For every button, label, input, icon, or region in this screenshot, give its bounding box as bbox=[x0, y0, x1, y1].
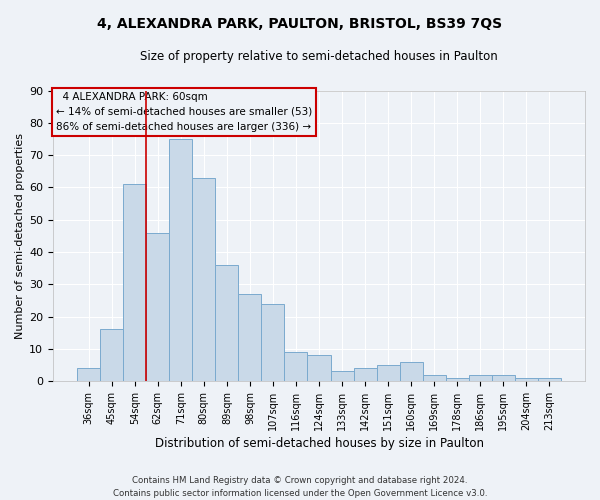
Bar bbox=[515, 378, 538, 381]
Bar bbox=[446, 378, 469, 381]
Bar bbox=[215, 265, 238, 381]
Bar bbox=[193, 178, 215, 381]
Bar bbox=[353, 368, 377, 381]
Title: Size of property relative to semi-detached houses in Paulton: Size of property relative to semi-detach… bbox=[140, 50, 498, 63]
X-axis label: Distribution of semi-detached houses by size in Paulton: Distribution of semi-detached houses by … bbox=[155, 437, 484, 450]
Bar bbox=[538, 378, 561, 381]
Bar bbox=[331, 372, 353, 381]
Bar bbox=[123, 184, 146, 381]
Text: 4, ALEXANDRA PARK, PAULTON, BRISTOL, BS39 7QS: 4, ALEXANDRA PARK, PAULTON, BRISTOL, BS3… bbox=[97, 18, 503, 32]
Text: 4 ALEXANDRA PARK: 60sqm
← 14% of semi-detached houses are smaller (53)
86% of se: 4 ALEXANDRA PARK: 60sqm ← 14% of semi-de… bbox=[56, 92, 312, 132]
Bar bbox=[307, 356, 331, 381]
Bar bbox=[469, 374, 492, 381]
Bar bbox=[100, 330, 123, 381]
Bar bbox=[146, 232, 169, 381]
Bar bbox=[238, 294, 262, 381]
Bar bbox=[377, 365, 400, 381]
Bar bbox=[169, 139, 193, 381]
Bar bbox=[284, 352, 307, 381]
Text: Contains HM Land Registry data © Crown copyright and database right 2024.
Contai: Contains HM Land Registry data © Crown c… bbox=[113, 476, 487, 498]
Y-axis label: Number of semi-detached properties: Number of semi-detached properties bbox=[15, 133, 25, 339]
Bar bbox=[422, 374, 446, 381]
Bar bbox=[77, 368, 100, 381]
Bar bbox=[400, 362, 422, 381]
Bar bbox=[262, 304, 284, 381]
Bar bbox=[492, 374, 515, 381]
